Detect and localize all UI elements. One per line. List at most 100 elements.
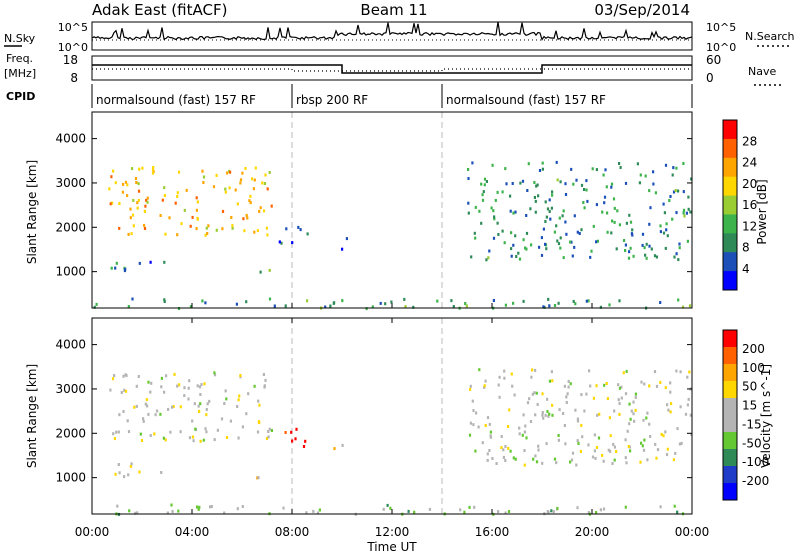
scatter-cell <box>512 211 515 215</box>
scatter-cell <box>521 179 525 183</box>
scatter-cell <box>194 427 197 431</box>
scatter-cell <box>541 411 544 414</box>
scatter-cell <box>379 301 382 305</box>
colorbar-tick-label: -200 <box>742 474 769 488</box>
scatter-cell <box>569 240 572 244</box>
scatter-cell <box>160 471 163 474</box>
scatter-cell <box>498 375 501 379</box>
scatter-cell <box>262 209 266 213</box>
scatter-cell <box>538 169 542 172</box>
x-tick-label: 00:00 <box>75 525 110 539</box>
scatter-cell <box>341 443 344 447</box>
scatter-cell <box>467 168 470 171</box>
scatter-cell <box>225 436 229 439</box>
nave-label: Nave <box>748 65 776 78</box>
scatter-cell <box>674 451 677 455</box>
scatter-cell <box>266 233 269 237</box>
scatter-cell <box>527 162 530 166</box>
scatter-cell <box>467 177 470 180</box>
scatter-cell <box>624 505 627 509</box>
scatter-cell <box>678 246 681 250</box>
scatter-cell <box>576 419 580 423</box>
scatter-cell <box>243 229 246 233</box>
scatter-cell <box>483 177 487 181</box>
scatter-cell <box>128 509 131 513</box>
scatter-cell <box>583 206 586 210</box>
scatter-cell <box>254 166 257 170</box>
scatter-cell <box>196 505 199 509</box>
scatter-cell <box>528 397 531 401</box>
scatter-cell <box>129 207 132 211</box>
scatter-cell <box>687 195 690 199</box>
scatter-cell <box>389 506 392 510</box>
x-axis: 00:00 04:00 08:00 12:00 16:00 20:00 00:00 <box>75 303 709 539</box>
colorbar-swatch <box>723 176 737 197</box>
scatter-cell <box>532 457 535 461</box>
scatter-cell <box>654 442 657 446</box>
scatter-cell <box>244 167 247 170</box>
colorbar-tick-label: -100 <box>742 455 769 469</box>
scatter-cell <box>259 270 262 274</box>
scatter-cell <box>245 213 248 217</box>
scatter-cell <box>196 200 199 204</box>
scatter-cell <box>179 430 182 434</box>
scatter-cell <box>597 436 601 440</box>
scatter-cell <box>589 384 592 388</box>
colorbar-tick-label: 15 <box>742 399 757 413</box>
scatter-cell <box>115 261 118 265</box>
scatter-cell <box>493 217 496 221</box>
scatter-cell <box>589 255 592 259</box>
scatter-cell <box>563 384 566 388</box>
scatter-cell <box>117 463 120 466</box>
velocity-y-axis: 1000 2000 3000 4000 <box>55 338 692 485</box>
scatter-cell <box>265 437 269 440</box>
radar-title: Adak East (fitACF) <box>92 1 227 19</box>
colorbar-frame <box>722 329 738 501</box>
scatter-cell <box>120 391 123 394</box>
scatter-cell <box>538 245 541 249</box>
scatter-cell <box>632 400 635 404</box>
scatter-cell <box>256 430 260 434</box>
scatter-cell <box>550 206 553 210</box>
scatter-cell <box>206 232 209 235</box>
scatter-cell <box>523 449 526 453</box>
scatter-cell <box>569 460 572 464</box>
scatter-cell <box>609 449 612 453</box>
scatter-cell <box>669 195 672 198</box>
scatter-cell <box>639 460 642 464</box>
scatter-cell <box>270 204 273 208</box>
scatter-cell <box>605 185 608 189</box>
scatter-cell <box>669 410 672 414</box>
scatter-cell <box>592 224 595 228</box>
scatter-cell <box>550 370 553 374</box>
scatter-cell <box>470 255 473 259</box>
scatter-cell <box>599 305 602 309</box>
scatter-cell <box>284 431 287 434</box>
scatter-cell <box>241 171 244 175</box>
scatter-cell <box>675 211 678 215</box>
y-tick-label: 3000 <box>55 176 86 190</box>
scatter-cell <box>200 383 203 387</box>
scatter-cell <box>196 216 199 220</box>
scatter-cell <box>525 214 528 217</box>
scatter-cell <box>608 416 611 420</box>
scatter-cell <box>631 228 634 232</box>
scatter-cell <box>655 384 659 388</box>
scatter-cell <box>507 425 510 428</box>
scatter-cell <box>484 424 487 427</box>
colorbar-swatch <box>723 415 737 433</box>
scatter-cell <box>501 229 504 233</box>
scatter-cell <box>628 402 631 406</box>
scatter-cell <box>257 476 260 480</box>
scatter-cell <box>595 511 598 514</box>
scatter-cell <box>127 232 130 236</box>
scatter-cell <box>236 202 239 206</box>
scatter-cell <box>115 430 118 434</box>
scatter-cell <box>509 209 512 213</box>
colorbar-tick-label: 24 <box>742 156 757 170</box>
nsky-line <box>91 21 693 41</box>
scatter-cell <box>490 206 493 210</box>
colorbar-swatch <box>723 271 737 291</box>
scatter-cell <box>611 219 614 223</box>
scatter-cell <box>496 221 499 225</box>
